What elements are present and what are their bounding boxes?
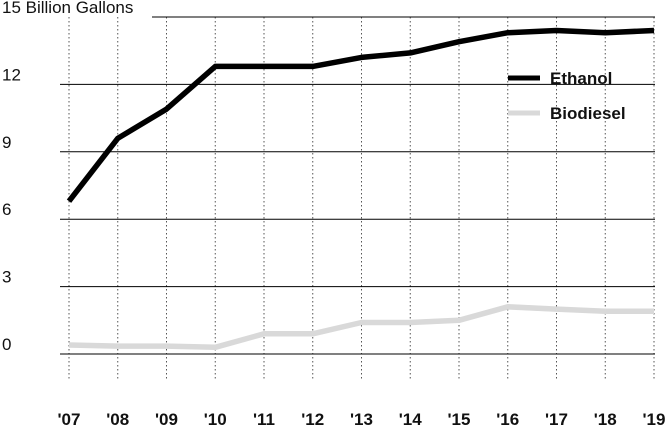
y-axis-ticks: 0 3 6 9 12 15 Billion Gallons [2, 0, 133, 354]
series-lines [66, 27, 655, 351]
y-tick-label: 15 Billion Gallons [2, 0, 133, 17]
x-tick-label: '11 [253, 410, 275, 429]
y-tick-label: 9 [2, 133, 11, 152]
x-tick-label: '07 [58, 410, 81, 429]
x-tick-label: '18 [594, 410, 617, 429]
legend-label-biodiesel: Biodiesel [550, 104, 626, 123]
x-tick-label: '13 [350, 410, 373, 429]
x-axis-ticks: '07 '08 '09 '10 '11 '12 '13 '14 '15 '16 '17 '18 '19 [58, 410, 666, 429]
x-tick-label: '08 [106, 410, 129, 429]
y-tick-label: 0 [2, 335, 11, 354]
legend: Ethanol Biodiesel [508, 69, 626, 123]
x-tick-label: '12 [301, 410, 324, 429]
x-tick-label: '17 [545, 410, 568, 429]
x-tick-label: '19 [643, 410, 666, 429]
x-tick-label: '15 [448, 410, 471, 429]
y-tick-label: 12 [2, 65, 21, 84]
horizontal-grid [60, 16, 655, 355]
y-tick-label: 3 [2, 268, 11, 287]
x-tick-label: '10 [204, 410, 227, 429]
vertical-grid [68, 17, 655, 380]
x-tick-label: '09 [155, 410, 178, 429]
x-tick-label: '16 [496, 410, 519, 429]
y-tick-label: 6 [2, 200, 11, 219]
x-tick-label: '14 [399, 410, 422, 429]
legend-label-ethanol: Ethanol [550, 69, 612, 88]
